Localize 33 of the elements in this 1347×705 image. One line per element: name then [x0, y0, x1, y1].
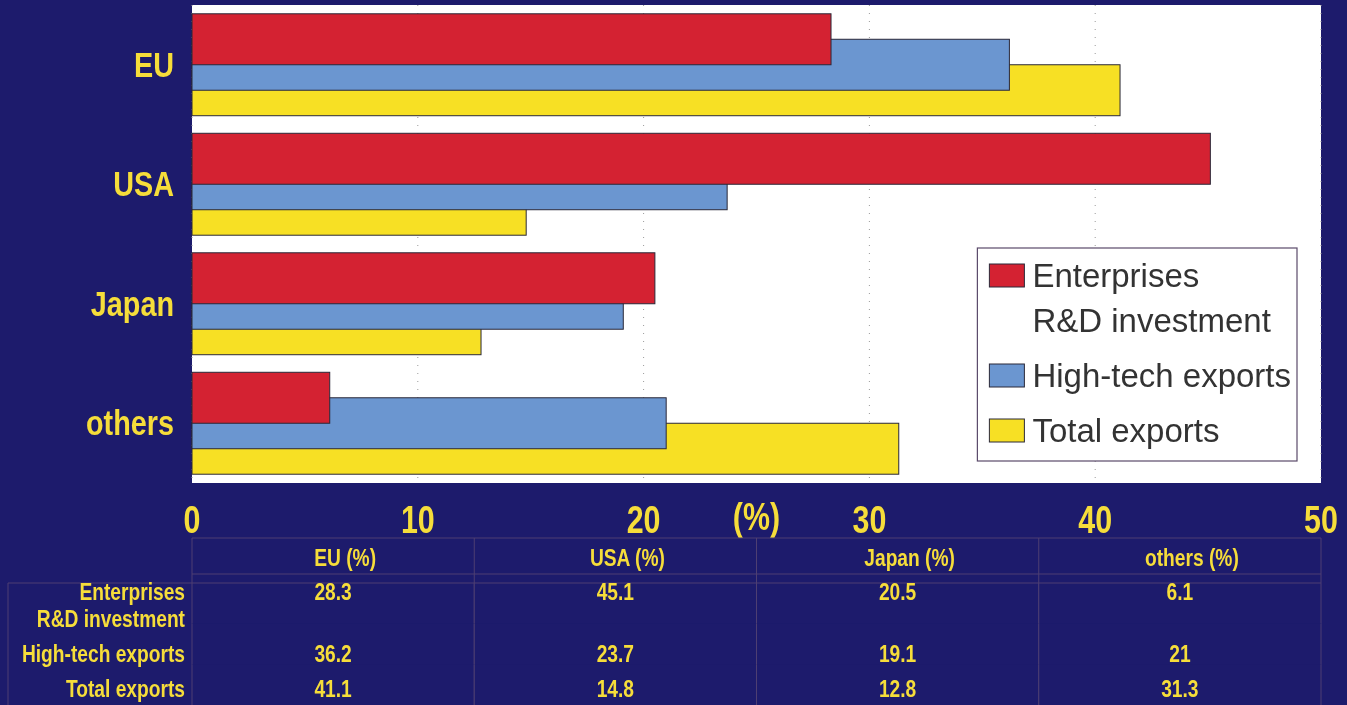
x-tick-label: Japan (%) [864, 543, 955, 572]
data-label: 14.8 [596, 674, 635, 703]
x-tick-label: 30 [852, 498, 887, 541]
data-label: 28.3 [314, 577, 352, 606]
x-tick-label: 40 [1078, 498, 1113, 541]
y-tick-label: USA [113, 163, 174, 204]
data-label: 20.5 [878, 577, 917, 606]
data-label: 12.8 [878, 674, 917, 703]
legend-label: Enterprises R&D investment [1032, 257, 1271, 339]
x-tick-label: EU (%) [314, 543, 377, 572]
data-label: 6.1 [1166, 577, 1194, 606]
x-axis-title: (%) [732, 495, 781, 538]
legend-label: Total exports [1032, 412, 1220, 449]
x-tick-label: 20 [626, 498, 661, 541]
x-tick-label: others (%) [1144, 543, 1239, 572]
x-tick-label: 0 [183, 498, 201, 541]
x-tick-label: USA (%) [589, 543, 665, 572]
x-tick-label: 10 [400, 498, 435, 541]
data-label: 45.1 [596, 577, 635, 606]
legend-label: High-tech exports [1032, 357, 1292, 394]
y-tick-label: Enterprises R&D investment [36, 577, 185, 633]
y-tick-label: Japan [90, 282, 174, 324]
y-tick-label: Total exports [65, 674, 185, 703]
data-label: 41.1 [314, 674, 352, 703]
x-tick-label: 50 [1304, 498, 1338, 541]
data-label: 23.7 [596, 639, 635, 668]
data-label: 36.2 [314, 639, 352, 668]
y-tick-label: High-tech exports [21, 639, 185, 668]
data-label: 21 [1169, 639, 1191, 668]
data-label: 31.3 [1161, 674, 1199, 703]
data-label: 19.1 [878, 639, 917, 668]
y-tick-label: EU [134, 43, 174, 85]
y-tick-label: others [86, 402, 174, 443]
